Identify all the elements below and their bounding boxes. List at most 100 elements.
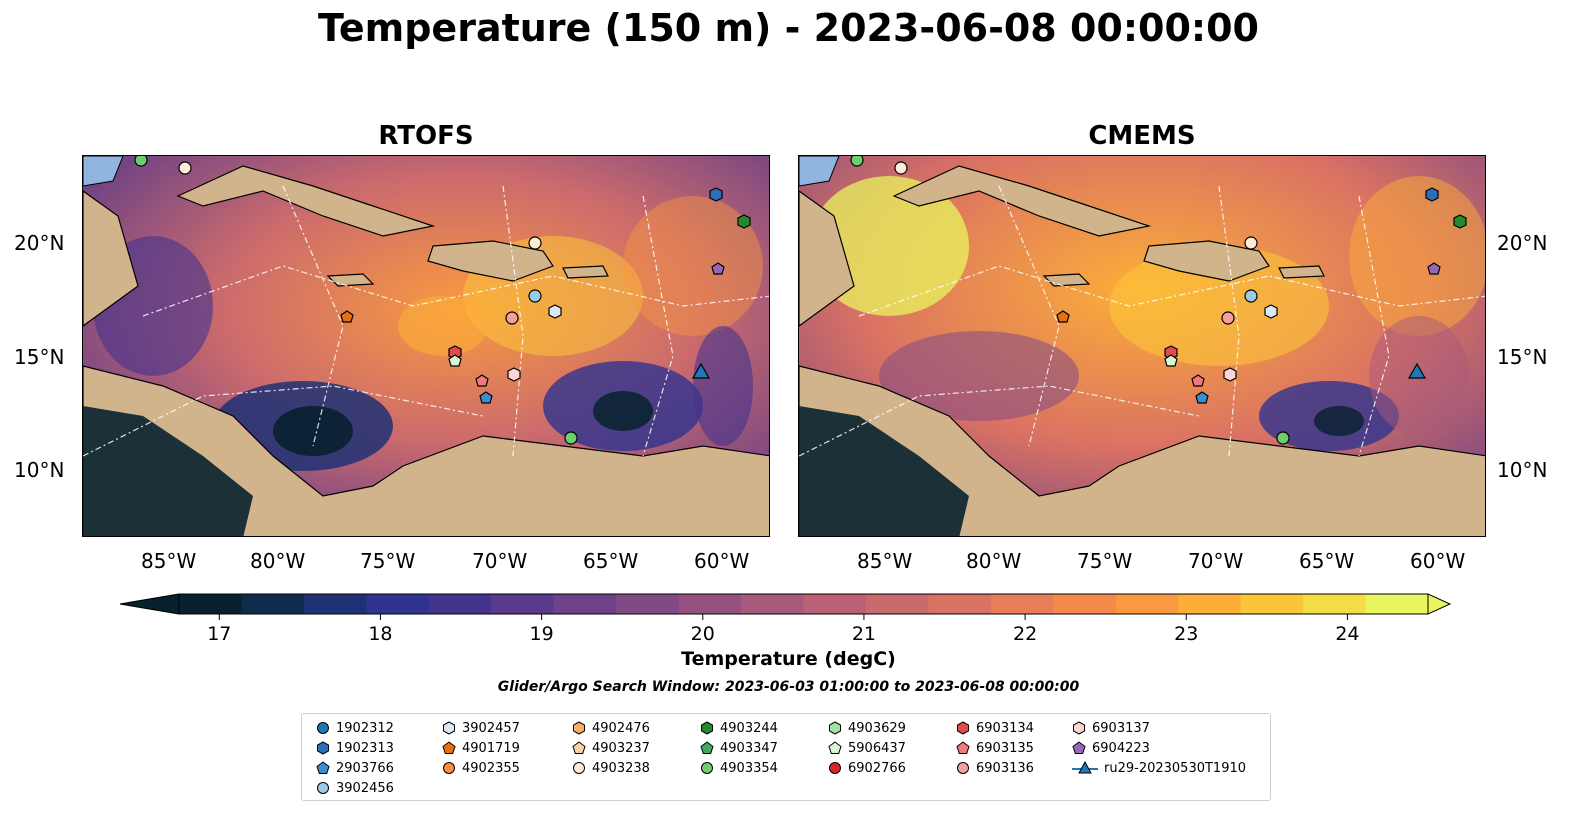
legend-label: 4901719 [462,740,520,756]
legend-item: 4903237 [572,738,650,758]
pentagon-marker-icon [1072,741,1092,755]
colorbar-segment [366,594,430,614]
lon-tick-label: 70°W [1188,549,1244,573]
lat-tick-label: 20°N [14,231,65,255]
float-marker [1164,354,1178,367]
lat-tick-label: 15°N [1497,345,1548,369]
colorbar-segment [1365,594,1429,614]
legend-label: 4902355 [462,760,520,776]
legend-label: 3902456 [336,780,394,796]
lon-tick-label: 60°W [1410,549,1466,573]
float-marker [1453,214,1467,229]
hexagon-marker-icon [1072,721,1092,735]
legend-item: ru29-20230530T1910 [1072,758,1246,778]
colorbar-tick-label: 24 [1335,623,1359,645]
float-marker [1221,311,1235,325]
float-marker [709,187,723,202]
legend-label: 6902766 [848,760,906,776]
cmems-map [798,155,1486,537]
colorbar-tick-label: 23 [1174,623,1198,645]
legend-label: 4902476 [592,720,650,736]
circle-marker-icon [828,761,848,775]
lon-tick-label: 80°W [966,549,1022,573]
legend-item: 5906437 [828,738,906,758]
float-marker [1244,236,1258,250]
colorbar-segment [241,594,305,614]
lat-tick-label: 10°N [14,458,65,482]
colorbar-segment [428,594,492,614]
colorbar-segment [616,594,680,614]
rtofs-map [82,155,770,537]
float-marker [1244,289,1258,303]
glider-marker [691,362,711,379]
colorbar-label: Temperature (degC) [681,648,896,670]
hexagon-marker-icon [316,741,336,755]
legend-label: 5906437 [848,740,906,756]
legend-item: 4903629 [828,718,906,738]
lon-tick-label: 60°W [694,549,750,573]
colorbar-segment [303,594,367,614]
legend-item: 2903766 [316,758,394,778]
legend-label: 6903135 [976,740,1034,756]
search-window-text: Glider/Argo Search Window: 2023-06-03 01… [497,679,1080,695]
hexagon-marker-icon [442,721,462,735]
hexagon-marker-icon [828,721,848,735]
float-marker [134,156,148,167]
float-marker [528,289,542,303]
circle-marker-icon [316,721,336,735]
colorbar-segment [928,594,992,614]
colorbar-segment [491,594,555,614]
legend-label: 6903134 [976,720,1034,736]
pentagon-marker-icon [956,741,976,755]
pentagon-marker-icon [316,761,336,775]
pentagon-marker-icon [828,741,848,755]
hexagon-marker-icon [956,721,976,735]
float-marker [507,367,521,382]
lon-tick-label: 75°W [360,549,416,573]
hexagon-marker-icon [700,721,720,735]
circle-marker-icon [956,761,976,775]
lon-tick-label: 65°W [1299,549,1355,573]
legend-label: 1902312 [336,720,394,736]
float-marker [850,156,864,167]
legend-item: 6903137 [1072,718,1150,738]
land-cuba [892,165,1152,237]
legend-label: 4903237 [592,740,650,756]
land-south-america [799,365,1485,536]
legend-label: 2903766 [336,760,394,776]
land-jamaica [326,273,375,287]
legend-item: 6904223 [1072,738,1150,758]
hexagon-marker-icon [572,721,592,735]
float-marker [448,354,462,367]
land-yucatan [799,190,855,327]
legend-item: 4903238 [572,758,650,778]
legend-item: 6903136 [956,758,1034,778]
legend-label: 6904223 [1092,740,1150,756]
colorbar-segment [1303,594,1367,614]
land-jamaica [1042,273,1091,287]
pentagon-marker-icon [700,741,720,755]
float-marker [1191,374,1205,387]
legend-label: 4903354 [720,760,778,776]
lon-tick-label: 65°W [583,549,639,573]
float-marker [711,262,725,275]
circle-marker-icon [316,781,336,795]
colorbar-segment [1053,594,1117,614]
lat-tick-label: 10°N [1497,458,1548,482]
float-marker [1223,367,1237,382]
circle-marker-icon [572,761,592,775]
colorbar-extend-high [1427,593,1452,615]
colorbar-segment [741,594,804,614]
legend-label: 4903629 [848,720,906,736]
legend-label: 3902457 [462,720,520,736]
land-yucatan [83,190,139,327]
legend-label: 6903137 [1092,720,1150,736]
legend-item: 4902476 [572,718,650,738]
panel-title-left: RTOFS [378,121,474,151]
float-marker [1276,431,1290,445]
lon-tick-label: 85°W [857,549,913,573]
float-marker [479,391,493,404]
legend-item: 6902766 [828,758,906,778]
colorbar-tick-label: 20 [691,623,715,645]
legend-item: 4903354 [700,758,778,778]
